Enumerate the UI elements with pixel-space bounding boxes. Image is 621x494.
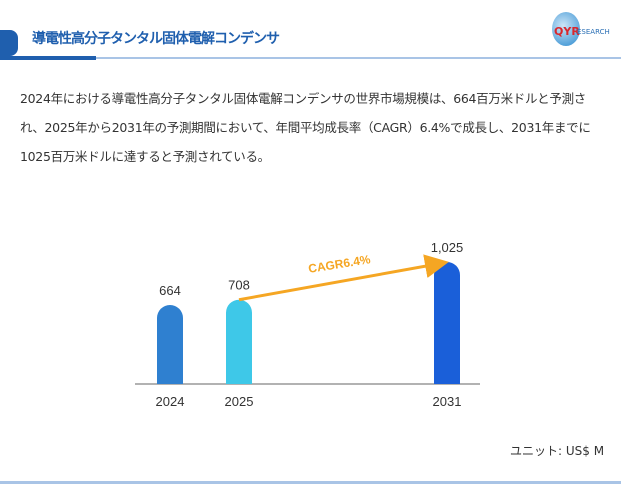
data-label: 1,025 [431,240,464,255]
cagr-arrow [238,254,449,302]
data-label: 708 [228,278,250,293]
bar-2025 [226,299,252,384]
unit-label: ユニット: US$ M [510,444,605,458]
description-text: 2024年における導電性高分子タンタル固体電解コンデンサの世界市場規模は、664… [20,91,591,164]
x-tick-label: 2024 [156,394,185,409]
footer-divider [0,481,621,484]
qyresearch-logo: QYR ESEARCH [552,10,618,50]
cagr-label: CAGR6.4% [307,252,371,276]
x-tick-label: 2025 [225,394,254,409]
header-accent [0,30,18,56]
header-divider [0,56,96,60]
bar-2024 [157,304,183,384]
globe-icon [552,12,580,46]
data-label: 664 [159,283,181,298]
bar-2031 [434,262,460,384]
x-tick-label: 2031 [433,394,462,409]
page-title: 導電性高分子タンタル固体電解コンデンサ [32,31,280,47]
header-divider-light [96,57,621,59]
